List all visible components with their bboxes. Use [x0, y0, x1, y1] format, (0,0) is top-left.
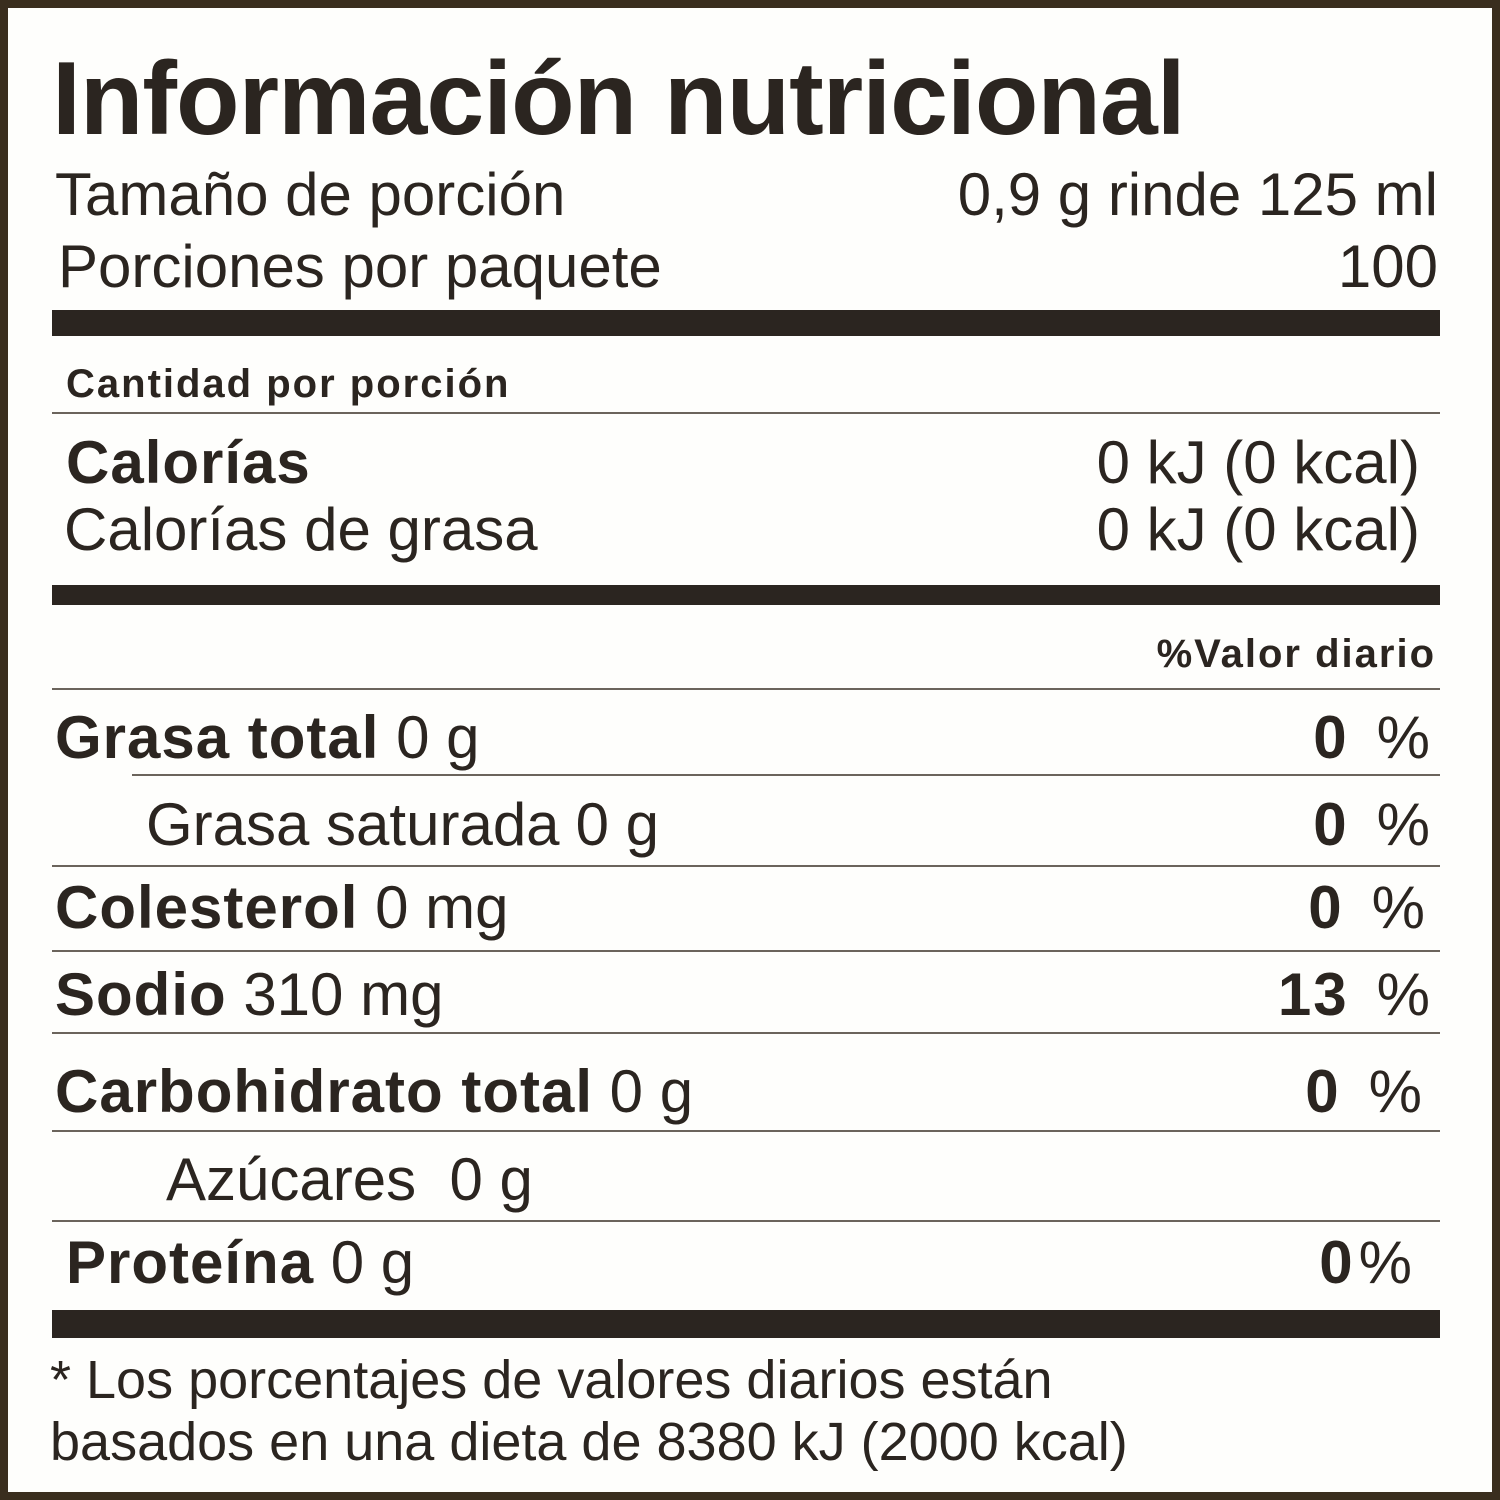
percent-sign: %: [1358, 1229, 1412, 1296]
footnote-line: basados en una dieta de 8380 kJ (2000 kc…: [50, 1412, 1128, 1472]
nutrient-dv: 0: [1308, 874, 1344, 941]
serving-size-row: Tamaño de porción 0,9 g rinde 125 ml: [55, 160, 1438, 229]
percent-sign: %: [1376, 791, 1430, 858]
title-text: Información nutricional: [52, 41, 1186, 157]
divider: [52, 310, 1440, 336]
nutrient-amount: 0 g: [575, 791, 659, 858]
nutrient-row: Colesterol 0 mg 0%: [55, 873, 1425, 942]
dv-header: %Valor diario: [55, 632, 1436, 677]
divider: [52, 1310, 1440, 1338]
calories-value: 0 kJ (0 kcal): [1096, 429, 1420, 496]
fat-calories-row: Calorías de grasa 0 kJ (0 kcal): [64, 495, 1420, 564]
divider: [52, 865, 1440, 867]
fat-calories-value: 0 kJ (0 kcal): [1096, 496, 1420, 563]
nutrient-name: Grasa total: [55, 704, 380, 771]
servings-row: Porciones por paquete 100: [58, 232, 1438, 301]
percent-sign: %: [1376, 961, 1430, 1028]
nutrient-amount: 0 g: [449, 1146, 533, 1213]
nutrient-name: Azúcares: [166, 1146, 417, 1213]
nutrient-name: Sodio: [55, 961, 227, 1028]
nutrient-row: Grasa total 0 g 0%: [55, 703, 1430, 772]
nutrient-row: Grasa saturada 0 g 0%: [146, 790, 1430, 859]
nutrient-name: Colesterol: [55, 874, 359, 941]
calories-row: Calorías 0 kJ (0 kcal): [66, 428, 1420, 497]
calories-label: Calorías: [66, 429, 311, 496]
amount-header-text: Cantidad por porción: [66, 362, 511, 406]
nutrient-amount: 0 g: [330, 1229, 415, 1296]
divider: [52, 1032, 1440, 1034]
nutrient-name: Carbohidrato total: [55, 1058, 593, 1125]
nutrient-amount: 0 g: [396, 704, 480, 771]
nutrient-amount: 0 g: [609, 1058, 694, 1125]
nutrient-name: Proteína: [66, 1229, 315, 1296]
divider: [52, 688, 1440, 690]
nutrient-row: Proteína 0 g 0%: [66, 1228, 1412, 1297]
divider: [52, 1220, 1440, 1222]
divider: [132, 774, 1440, 776]
nutrient-dv: 13: [1277, 961, 1349, 1028]
nutrient-dv: 0: [1313, 704, 1349, 771]
divider: [52, 585, 1440, 605]
divider: [52, 950, 1440, 952]
servings-value: 100: [1337, 233, 1438, 300]
footnote-line: * Los porcentajes de valores diarios est…: [50, 1350, 1053, 1410]
nutrient-amount: 310 mg: [243, 961, 444, 1028]
nutrient-dv: 0: [1313, 791, 1349, 858]
fat-calories-label: Calorías de grasa: [64, 496, 538, 563]
servings-label: Porciones por paquete: [58, 233, 662, 300]
page-title: Información nutricional: [52, 40, 1438, 159]
nutrient-dv: 0: [1305, 1058, 1341, 1125]
amount-header: Cantidad por porción: [66, 362, 1438, 407]
nutrient-row: Carbohidrato total 0 g 0%: [55, 1057, 1422, 1126]
divider: [52, 412, 1440, 414]
percent-sign: %: [1371, 874, 1425, 941]
divider: [52, 1130, 1440, 1132]
nutrient-dv: 0: [1319, 1229, 1355, 1296]
nutrient-row: Sodio 310 mg 13%: [55, 960, 1430, 1029]
nutrient-row: Azúcares 0 g: [166, 1145, 1438, 1214]
nutrient-name: Grasa saturada: [146, 791, 560, 858]
serving-label: Tamaño de porción: [55, 161, 566, 228]
nutrient-amount: 0 mg: [375, 874, 509, 941]
dv-header-text: %Valor diario: [1156, 632, 1436, 676]
percent-sign: %: [1368, 1058, 1422, 1125]
percent-sign: %: [1376, 704, 1430, 771]
footnote: * Los porcentajes de valores diarios est…: [50, 1350, 1128, 1472]
serving-value: 0,9 g rinde 125 ml: [957, 161, 1438, 228]
